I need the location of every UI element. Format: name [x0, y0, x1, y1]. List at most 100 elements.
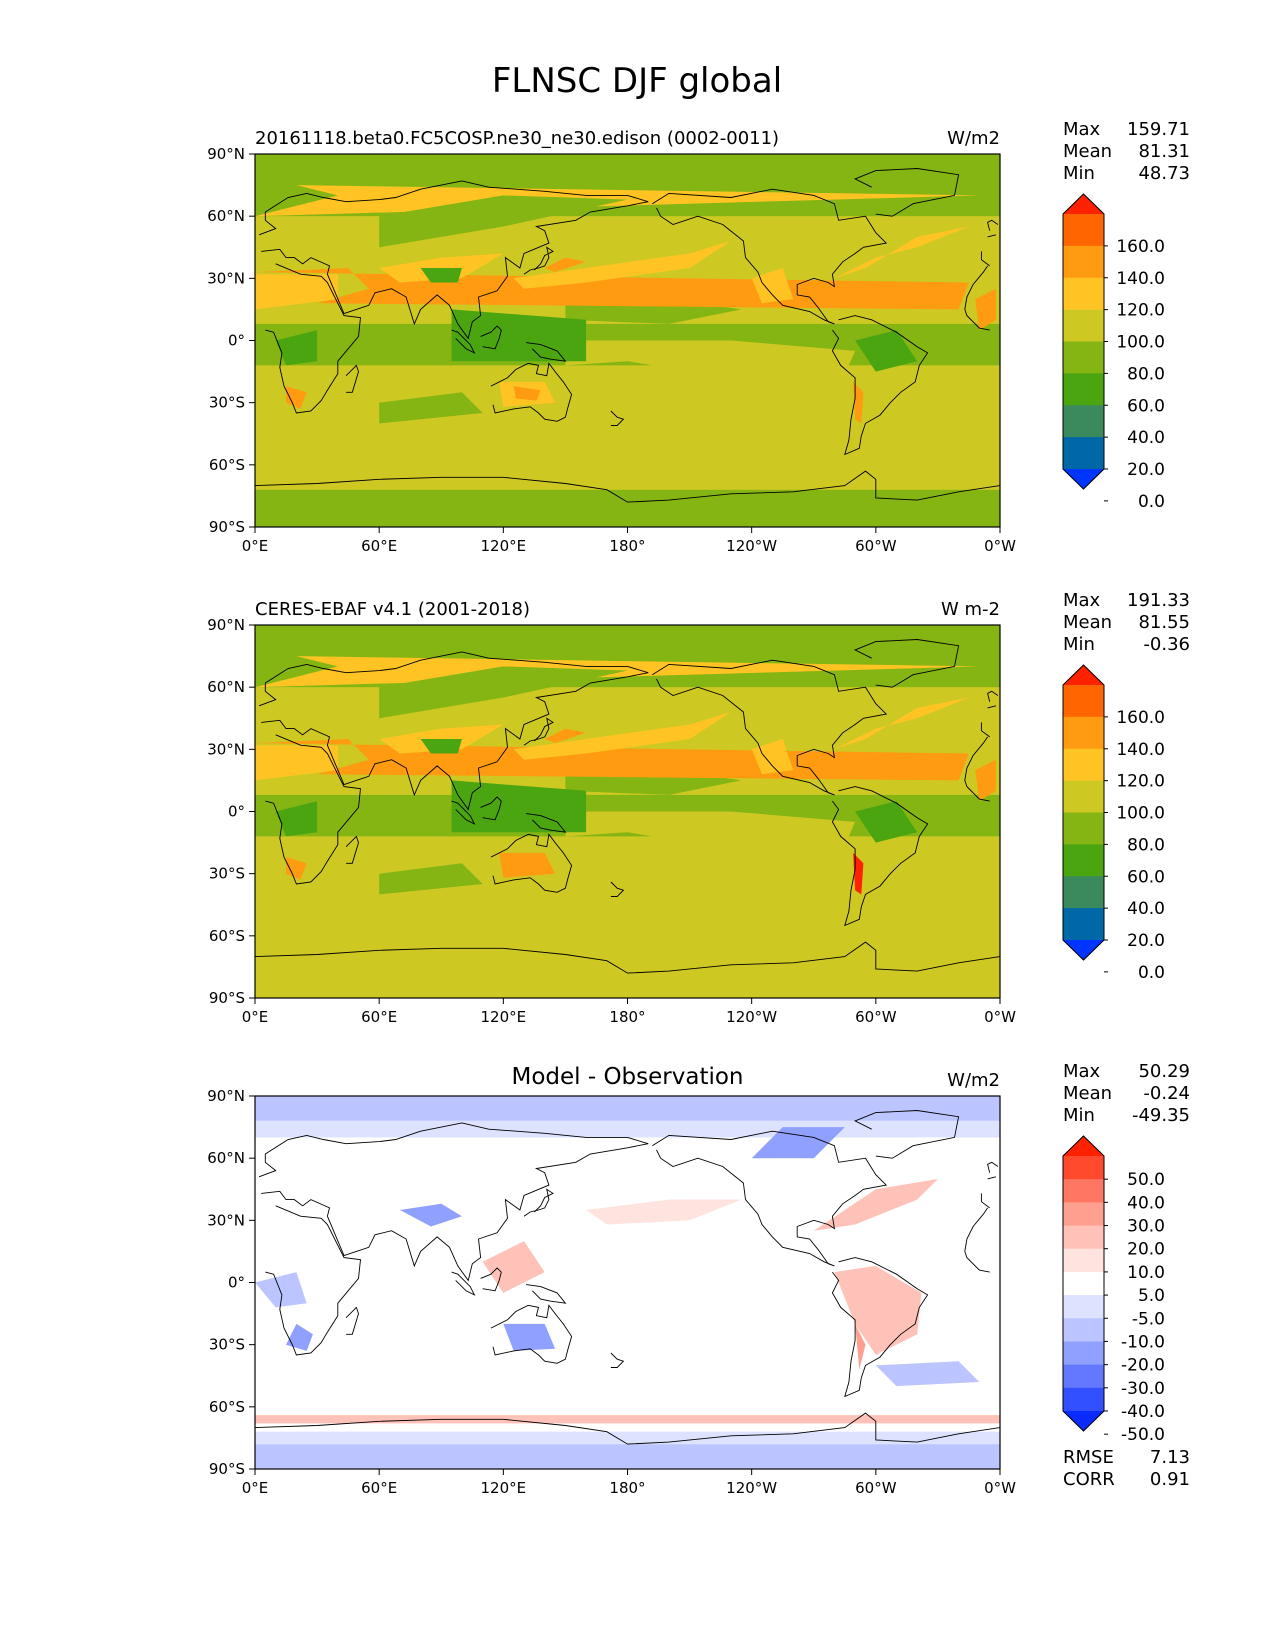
map-3: [254, 1095, 1001, 1470]
lat-tick-label: 60°S: [209, 927, 245, 945]
field-band-arctic: [255, 1096, 1000, 1121]
lat-tick-label: 90°S: [209, 518, 245, 536]
coastline-antarctica: [255, 941, 1000, 974]
stat-label: Max: [1063, 1061, 1101, 1082]
page-title: FLNSC DJF global: [492, 61, 782, 101]
coastline-africa: [265, 734, 361, 885]
panel-2: CERES-EBAF v4.1 (2001-2018) W m-2 90°N 60°N…: [207, 590, 1190, 1026]
colorbar-tick-label: 40.0: [1127, 428, 1165, 448]
field-blob-amazon: [855, 801, 918, 843]
colorbar-tick-label: 160.0: [1116, 237, 1165, 257]
lon-tick-label: 0°E: [242, 537, 269, 555]
field-blob-kalahari: [286, 386, 307, 409]
field-blob-kuroshio: [513, 241, 731, 289]
lon-tick-label: 120°E: [481, 1008, 527, 1026]
map-field: [255, 1096, 1000, 1469]
field-blob-subtropic: [565, 340, 856, 399]
panel-3: Model - Observation W/m2 90°N 60°N 30°N 0° 30°…: [207, 1061, 1190, 1497]
colorbar-extend-max: [1063, 1136, 1104, 1156]
coastline-samerica: [831, 786, 929, 927]
colorbar: 160.0 140.0 120.0 100.0 80.0 60.0 40.0 20.0 0.0: [1062, 664, 1165, 983]
field-blob-subtropic: [565, 811, 856, 870]
stat-label: Mean: [1063, 1083, 1112, 1104]
extra-stat-value: 7.13: [1150, 1447, 1190, 1468]
stat-label: Max: [1063, 590, 1101, 611]
colorbar-tick-label: 30.0: [1127, 1217, 1165, 1237]
lat-tick-label: 0°: [228, 332, 245, 350]
field-blob-tibet: [399, 1203, 462, 1227]
coastline-sumatra: [451, 1271, 476, 1296]
coastline-sumatra: [451, 800, 476, 825]
coastline-newzealand: [610, 881, 625, 897]
stat-value: 191.33: [1127, 590, 1190, 611]
lon-tick-label: 120°W: [726, 1479, 777, 1497]
coastline-australia: [490, 1304, 573, 1364]
stat-label: Min: [1063, 634, 1095, 655]
colorbar-tick-label: -50.0: [1121, 1425, 1165, 1445]
coastline-madagascar: [345, 835, 359, 864]
coastline-antarctica: [255, 470, 1000, 503]
colorbar-swatch: [1063, 309, 1104, 342]
field-blob-kalahari: [286, 857, 307, 880]
colorbar-tick-label: 60.0: [1127, 396, 1165, 416]
colorbar-tick-label: 0.0: [1138, 492, 1165, 512]
field-band-southern: [255, 1415, 1000, 1424]
colorbar-swatch: [1063, 405, 1104, 438]
field-blob-east-atlantic: [975, 288, 996, 331]
colorbar-extend-max: [1063, 194, 1104, 214]
coastline-namerica: [652, 659, 888, 796]
coastline-borneo: [480, 1267, 502, 1292]
field-blob-andes: [855, 1323, 866, 1370]
colorbar-swatch: [1063, 748, 1104, 782]
lat-tick-label: 0°: [228, 1274, 245, 1292]
field-blob-gulfstream: [834, 226, 969, 279]
panel-units: W/m2: [947, 1070, 1000, 1091]
stat-value: 81.31: [1138, 141, 1190, 162]
colorbar-tick-label: 80.0: [1127, 835, 1165, 855]
coastline-ngguinea: [526, 813, 567, 833]
stat-label: Min: [1063, 163, 1095, 184]
coastline-africa: [964, 265, 990, 331]
field-blob-tibet: [420, 739, 462, 754]
colorbar-swatch: [1063, 876, 1104, 909]
coastline-madagascar: [345, 364, 359, 393]
colorbar-swatch: [1063, 844, 1104, 877]
colorbar-swatch: [1063, 1202, 1104, 1227]
lat-tick-label: 90°S: [209, 989, 245, 1007]
lat-tick-label: 30°N: [207, 740, 245, 758]
coastline-eurasia: [980, 1193, 990, 1209]
field-blob-andes: [853, 852, 864, 895]
lat-tick-label: 60°N: [207, 1149, 245, 1167]
field-blob-maritime: [482, 1241, 545, 1293]
panels: 20161118.beta0.FC5COSP.ne30_ne30.edison …: [207, 119, 1190, 1497]
coastlines: [255, 1110, 1000, 1445]
stat-value: -49.35: [1132, 1105, 1190, 1126]
lat-tick-label: 30°N: [207, 269, 245, 287]
field-blob-indian: [379, 392, 483, 424]
stat-value: 81.55: [1138, 612, 1190, 633]
field-band-antarctic: [255, 489, 1000, 527]
colorbar-swatch: [1063, 437, 1104, 470]
field-blob-north-africa: [255, 274, 338, 310]
colorbar-tick-label: -5.0: [1132, 1309, 1165, 1329]
field-band-antarctic: [255, 1444, 1000, 1469]
colorbar-extend-max: [1063, 665, 1104, 685]
colorbar-swatch: [1063, 1364, 1104, 1389]
lon-tick-label: 60°E: [361, 1008, 397, 1026]
coastline-samerica: [831, 315, 929, 456]
lon-tick-label: 180°: [609, 1008, 645, 1026]
map-field: [255, 154, 1000, 527]
field-blob-satlantic: [875, 1361, 980, 1387]
coastline-greenland: [854, 1110, 960, 1159]
field-blob-canada: [751, 1127, 845, 1159]
coastline-eurasia: [980, 722, 990, 738]
lon-tick-label: 60°W: [855, 1479, 897, 1497]
field-blob-siberia: [379, 195, 628, 248]
stat-label: Mean: [1063, 141, 1112, 162]
colorbar-swatch: [1063, 214, 1104, 247]
lon-tick-label: 60°W: [855, 1008, 897, 1026]
colorbar-swatch: [1063, 1225, 1104, 1250]
coastline-newzealand: [610, 1352, 625, 1368]
coastline-sumatra: [451, 329, 476, 354]
field-blob-congo: [275, 330, 318, 366]
